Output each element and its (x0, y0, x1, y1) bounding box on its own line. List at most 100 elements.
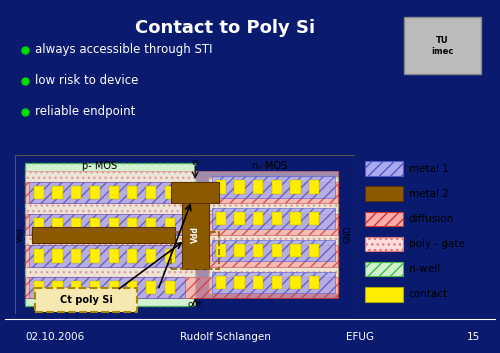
Bar (28, 277, 185, 298)
Bar (290, 244, 300, 257)
Bar (272, 244, 282, 257)
Bar (108, 281, 118, 294)
Text: out: out (188, 300, 202, 309)
Text: poly - gate: poly - gate (408, 239, 465, 249)
Bar (25, 277, 338, 298)
Bar (52, 217, 62, 231)
Bar (253, 180, 263, 194)
Bar (28, 182, 185, 203)
Text: Contact to Poly Si: Contact to Poly Si (135, 19, 315, 37)
Bar (253, 212, 263, 226)
Bar (290, 276, 300, 289)
Bar (234, 244, 244, 257)
Bar (164, 281, 175, 294)
Bar (90, 186, 100, 199)
Bar (272, 276, 282, 289)
Bar (25, 171, 338, 182)
Bar (71, 281, 82, 294)
Bar (146, 186, 156, 199)
Bar (212, 240, 334, 261)
Bar (127, 217, 138, 231)
Bar (146, 281, 156, 294)
Bar (366, 262, 403, 276)
Text: Ct poly Si: Ct poly Si (60, 295, 113, 305)
Bar (253, 244, 263, 257)
Text: 02.10.2006: 02.10.2006 (25, 333, 84, 342)
Text: Rudolf Schlangen: Rudolf Schlangen (180, 333, 270, 342)
Bar (164, 186, 175, 199)
Bar (272, 180, 282, 194)
Text: p- MOS: p- MOS (82, 161, 118, 170)
Bar (366, 287, 403, 301)
Bar (34, 217, 44, 231)
Bar (309, 180, 320, 194)
Bar (234, 180, 244, 194)
Bar (209, 176, 338, 293)
Bar (25, 163, 195, 306)
Bar (216, 244, 226, 257)
Bar (127, 249, 138, 263)
Bar (34, 281, 44, 294)
Bar (90, 217, 100, 231)
Text: n-well: n-well (408, 264, 440, 274)
Bar (234, 212, 244, 226)
Bar (182, 195, 209, 269)
Text: Vdd: Vdd (190, 226, 200, 243)
Bar (212, 208, 334, 229)
Text: Vdd: Vdd (16, 227, 24, 242)
Bar (146, 217, 156, 231)
Bar (146, 249, 156, 263)
FancyBboxPatch shape (36, 288, 138, 311)
Bar (366, 211, 403, 226)
Bar (108, 217, 118, 231)
Text: in: in (191, 158, 200, 167)
Bar (25, 245, 338, 267)
Bar (309, 244, 320, 257)
Text: metal 1: metal 1 (408, 163, 449, 174)
Bar (216, 276, 226, 289)
Bar (34, 186, 44, 199)
Text: always accessible through STI: always accessible through STI (35, 43, 212, 56)
Bar (34, 249, 44, 263)
Bar (52, 186, 62, 199)
Text: diffusion: diffusion (408, 214, 454, 224)
Bar (28, 214, 185, 235)
Bar (25, 214, 338, 235)
Bar (90, 249, 100, 263)
Bar (309, 276, 320, 289)
Text: contact: contact (408, 289, 448, 299)
Bar (290, 212, 300, 226)
Bar (28, 245, 185, 267)
Bar (108, 249, 118, 263)
Bar (71, 186, 82, 199)
Bar (25, 182, 338, 203)
Bar (272, 212, 282, 226)
Bar (108, 186, 118, 199)
Bar (216, 180, 226, 194)
Bar (127, 186, 138, 199)
Text: reliable endpoint: reliable endpoint (35, 105, 136, 118)
Bar (52, 249, 62, 263)
Bar (164, 217, 175, 231)
Text: 15: 15 (467, 333, 480, 342)
Bar (212, 272, 334, 293)
Bar (90, 281, 100, 294)
Bar (127, 281, 138, 294)
Bar (366, 186, 403, 201)
Bar (290, 180, 300, 194)
Bar (253, 276, 263, 289)
Bar (25, 203, 338, 214)
Bar (172, 182, 219, 203)
Text: n- MOS: n- MOS (252, 161, 288, 170)
Text: metal 2: metal 2 (408, 189, 449, 199)
Bar (71, 217, 82, 231)
Text: low risk to device: low risk to device (35, 74, 138, 87)
Text: EFUG: EFUG (346, 333, 374, 342)
Bar (71, 249, 82, 263)
Bar (25, 235, 338, 245)
Bar (216, 212, 226, 226)
Bar (309, 212, 320, 226)
Bar (366, 237, 403, 251)
Bar (172, 232, 219, 269)
Bar (25, 267, 338, 277)
